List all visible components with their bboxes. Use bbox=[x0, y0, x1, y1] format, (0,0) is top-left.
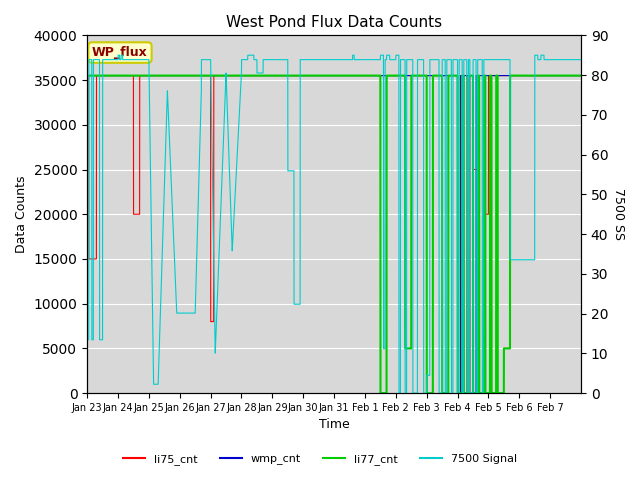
7500 Signal bbox=[577, 57, 585, 62]
Line: 7500 Signal: 7500 Signal bbox=[87, 55, 581, 393]
Line: li75_cnt: li75_cnt bbox=[87, 75, 581, 393]
wmp_cnt bbox=[220, 72, 227, 78]
Line: wmp_cnt: wmp_cnt bbox=[87, 75, 581, 393]
7500 Signal bbox=[501, 57, 509, 62]
li75_cnt bbox=[454, 390, 461, 396]
wmp_cnt bbox=[454, 390, 461, 396]
li75_cnt bbox=[253, 72, 261, 78]
X-axis label: Time: Time bbox=[319, 419, 349, 432]
wmp_cnt bbox=[577, 72, 585, 78]
7500 Signal bbox=[465, 57, 473, 62]
li77_cnt bbox=[220, 72, 227, 78]
li77_cnt bbox=[501, 346, 509, 351]
li77_cnt bbox=[376, 390, 384, 396]
Y-axis label: Data Counts: Data Counts bbox=[15, 176, 28, 253]
li77_cnt bbox=[577, 72, 585, 78]
li75_cnt bbox=[501, 72, 509, 78]
li75_cnt bbox=[535, 72, 543, 78]
Y-axis label: 7500 SS: 7500 SS bbox=[612, 188, 625, 240]
Legend: li75_cnt, wmp_cnt, li77_cnt, 7500 Signal: li75_cnt, wmp_cnt, li77_cnt, 7500 Signal bbox=[118, 450, 522, 469]
li77_cnt bbox=[127, 72, 135, 78]
7500 Signal bbox=[220, 140, 227, 146]
wmp_cnt bbox=[127, 72, 135, 78]
li75_cnt bbox=[127, 72, 135, 78]
wmp_cnt bbox=[501, 72, 509, 78]
Text: WP_flux: WP_flux bbox=[92, 46, 148, 59]
Line: li77_cnt: li77_cnt bbox=[87, 75, 581, 393]
wmp_cnt bbox=[253, 72, 261, 78]
7500 Signal bbox=[395, 390, 403, 396]
li75_cnt bbox=[577, 72, 585, 78]
li77_cnt bbox=[535, 72, 543, 78]
7500 Signal bbox=[253, 70, 261, 76]
wmp_cnt bbox=[535, 72, 543, 78]
li77_cnt bbox=[253, 72, 261, 78]
li75_cnt bbox=[465, 72, 473, 78]
7500 Signal bbox=[83, 337, 91, 343]
li77_cnt bbox=[83, 72, 91, 78]
li75_cnt bbox=[220, 72, 227, 78]
wmp_cnt bbox=[465, 72, 473, 78]
li75_cnt bbox=[83, 72, 91, 78]
7500 Signal bbox=[114, 52, 122, 58]
Title: West Pond Flux Data Counts: West Pond Flux Data Counts bbox=[226, 15, 442, 30]
7500 Signal bbox=[127, 57, 135, 62]
li77_cnt bbox=[465, 72, 473, 78]
7500 Signal bbox=[535, 57, 543, 62]
wmp_cnt bbox=[83, 72, 91, 78]
